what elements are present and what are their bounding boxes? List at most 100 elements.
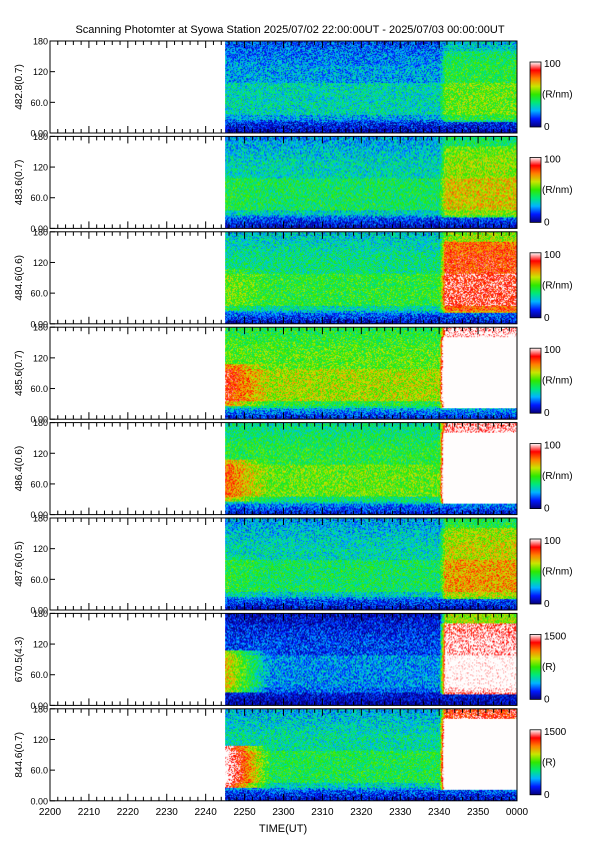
x-tick-label: 2240 bbox=[195, 807, 218, 818]
colorbar-unit-label: (R) bbox=[542, 757, 556, 768]
x-axis-label: TIME(UT) bbox=[259, 823, 307, 835]
colorbar-max-label: 100 bbox=[544, 250, 561, 261]
panel-2: 0.00 60.0 120 180 483.6(0.7) 100 0 (R/nm) bbox=[14, 132, 573, 234]
y-tick-label: 180 bbox=[33, 418, 48, 428]
colorbar-max-label: 1500 bbox=[544, 727, 567, 738]
colorbar-min-label: 0 bbox=[544, 217, 550, 228]
colorbar-unit-label: (R/nm) bbox=[542, 280, 573, 291]
panel-ylabel: 483.6(0.7) bbox=[14, 160, 25, 206]
y-tick-label: 0.00 bbox=[30, 510, 48, 520]
panel-ylabel: 482.8(0.7) bbox=[14, 64, 25, 110]
colorbar bbox=[529, 729, 542, 796]
y-tick-label: 120 bbox=[33, 67, 48, 77]
y-tick-label: 0.00 bbox=[30, 701, 48, 711]
panel-7: 0.00 60.0 120 180 670.5(4.3) 1500 0 (R) bbox=[14, 609, 567, 711]
heatmap-image bbox=[225, 327, 518, 420]
colorbar-max-label: 1500 bbox=[544, 631, 567, 642]
y-tick-label: 180 bbox=[33, 37, 48, 47]
y-tick-label: 120 bbox=[33, 735, 48, 745]
x-tick-label: 2330 bbox=[389, 807, 412, 818]
x-tick-label: 2320 bbox=[350, 807, 373, 818]
colorbar bbox=[529, 252, 542, 319]
panel-3: 0.00 60.0 120 180 484.6(0.6) 100 0 (R/nm) bbox=[14, 227, 573, 329]
y-tick-label: 120 bbox=[33, 544, 48, 554]
heatmap-image bbox=[225, 708, 518, 801]
colorbar-min-label: 0 bbox=[544, 408, 550, 419]
y-tick-label: 180 bbox=[33, 323, 48, 333]
y-tick-label: 60.0 bbox=[30, 98, 48, 108]
panel-1: 0.00 60.0 120 180 482.8(0.7) 100 0 (R/nm) bbox=[14, 37, 573, 139]
panel-ylabel: 844.6(0.7) bbox=[14, 732, 25, 778]
colorbar-min-label: 0 bbox=[544, 790, 550, 801]
colorbar-max-label: 100 bbox=[544, 536, 561, 547]
y-tick-label: 0.00 bbox=[30, 606, 48, 616]
x-axis: 2200 2210 2220 2230 2240 2250 2300 2310 2320 2330… bbox=[39, 807, 529, 818]
x-tick-label: 2350 bbox=[467, 807, 490, 818]
y-tick-label: 120 bbox=[33, 258, 48, 268]
y-tick-label: 60.0 bbox=[30, 479, 48, 489]
y-tick-label: 180 bbox=[33, 609, 48, 619]
colorbar-unit-label: (R/nm) bbox=[542, 471, 573, 482]
panel-4: 0.00 60.0 120 180 485.6(0.7) 100 0 (R/nm) bbox=[14, 323, 573, 425]
panel-8: 0.00 60.0 120 180 844.6(0.7) 1500 0 (R) bbox=[14, 704, 567, 806]
panel-ylabel: 486.4(0.6) bbox=[14, 446, 25, 492]
y-tick-label: 0.00 bbox=[30, 796, 48, 806]
y-tick-label: 60.0 bbox=[30, 575, 48, 585]
heatmap-image bbox=[225, 613, 518, 706]
panel-ylabel: 487.6(0.5) bbox=[14, 541, 25, 587]
colorbar bbox=[529, 443, 542, 510]
colorbar-min-label: 0 bbox=[544, 694, 550, 705]
panel-ylabel: 485.6(0.7) bbox=[14, 350, 25, 396]
x-tick-label: 2340 bbox=[428, 807, 451, 818]
colorbar-min-label: 0 bbox=[544, 122, 550, 133]
colorbar-max-label: 100 bbox=[544, 345, 561, 356]
panel-ylabel: 484.6(0.6) bbox=[14, 255, 25, 301]
x-tick-label: 0000 bbox=[506, 807, 529, 818]
colorbar bbox=[529, 347, 542, 414]
panels-group: 0.00 60.0 120 180 482.8(0.7) 100 0 (R/nm) 0.00 60… bbox=[14, 37, 573, 807]
x-tick-label: 2230 bbox=[156, 807, 179, 818]
y-tick-label: 60.0 bbox=[30, 384, 48, 394]
y-tick-label: 0.00 bbox=[30, 319, 48, 329]
y-tick-label: 60.0 bbox=[30, 670, 48, 680]
y-tick-label: 180 bbox=[33, 704, 48, 714]
y-tick-label: 180 bbox=[33, 514, 48, 524]
y-tick-label: 60.0 bbox=[30, 766, 48, 776]
colorbar-unit-label: (R/nm) bbox=[542, 567, 573, 578]
x-tick-label: 2210 bbox=[78, 807, 101, 818]
y-tick-label: 120 bbox=[33, 163, 48, 173]
x-tick-label: 2310 bbox=[311, 807, 334, 818]
y-tick-label: 120 bbox=[33, 640, 48, 650]
y-tick-label: 0.00 bbox=[30, 129, 48, 139]
y-tick-label: 60.0 bbox=[30, 289, 48, 299]
colorbar bbox=[529, 61, 542, 128]
x-tick-label: 2300 bbox=[272, 807, 295, 818]
y-tick-label: 60.0 bbox=[30, 193, 48, 203]
y-tick-label: 180 bbox=[33, 227, 48, 237]
heatmap-image bbox=[225, 41, 518, 133]
colorbar bbox=[529, 634, 542, 700]
colorbar-max-label: 100 bbox=[544, 441, 561, 452]
panel-ylabel: 670.5(4.3) bbox=[14, 637, 25, 683]
colorbar-min-label: 0 bbox=[544, 313, 550, 324]
heatmap-image bbox=[225, 518, 518, 610]
heatmap-image bbox=[225, 136, 518, 229]
colorbar bbox=[529, 156, 542, 223]
panel-6: 0.00 60.0 120 180 487.6(0.5) 100 0 (R/nm) bbox=[14, 514, 573, 616]
colorbar-min-label: 0 bbox=[544, 504, 550, 515]
colorbar-unit-label: (R/nm) bbox=[542, 376, 573, 387]
y-tick-label: 120 bbox=[33, 449, 48, 459]
x-tick-label: 2250 bbox=[233, 807, 256, 818]
heatmap-image bbox=[225, 231, 518, 324]
x-tick-label: 2220 bbox=[117, 807, 140, 818]
heatmap-image bbox=[225, 422, 518, 515]
y-tick-label: 180 bbox=[33, 132, 48, 142]
x-tick-label: 2200 bbox=[39, 807, 62, 818]
colorbar-min-label: 0 bbox=[544, 599, 550, 610]
colorbar-unit-label: (R/nm) bbox=[542, 90, 573, 101]
y-tick-label: 0.00 bbox=[30, 415, 48, 425]
colorbar-unit-label: (R/nm) bbox=[542, 185, 573, 196]
panel-5: 0.00 60.0 120 180 486.4(0.6) 100 0 (R/nm) bbox=[14, 418, 573, 520]
chart-title: Scanning Photomter at Syowa Station 2025… bbox=[75, 24, 505, 36]
